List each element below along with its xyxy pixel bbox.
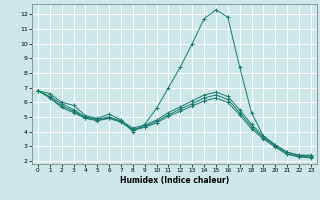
X-axis label: Humidex (Indice chaleur): Humidex (Indice chaleur) <box>120 176 229 185</box>
